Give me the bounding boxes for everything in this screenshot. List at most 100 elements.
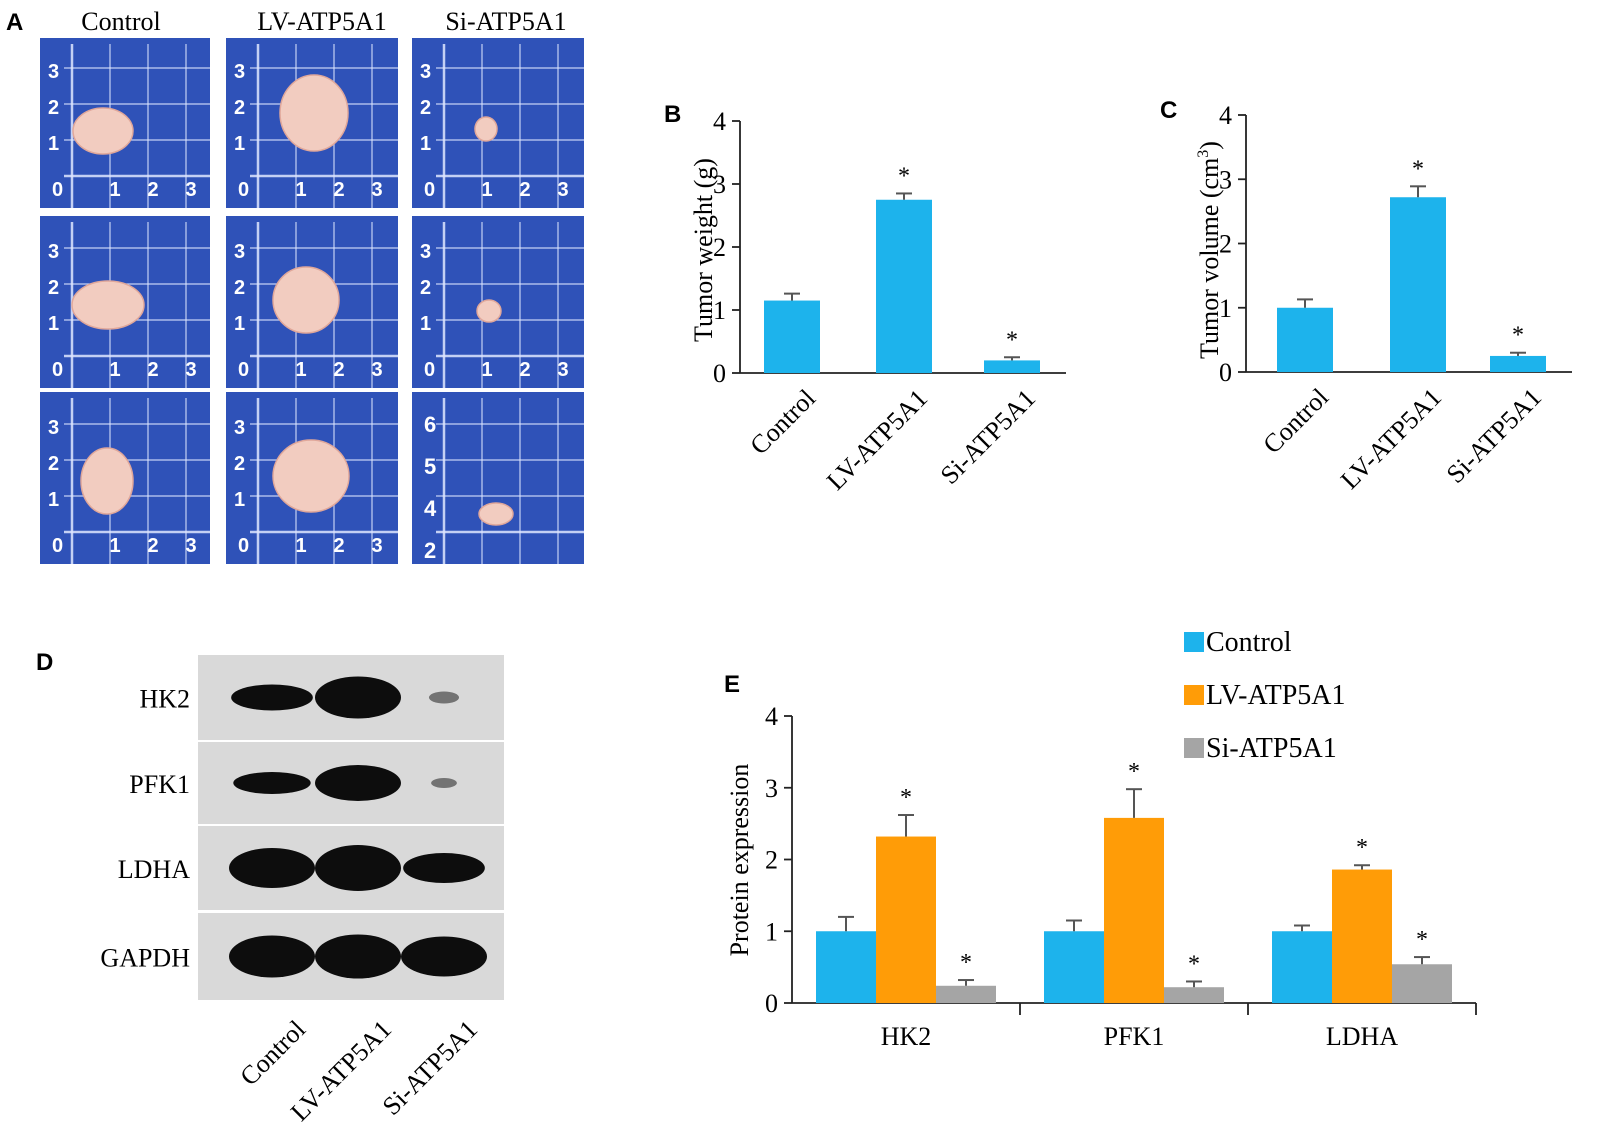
ruler-number: 1 [295,359,306,381]
protein-label: GAPDH [100,944,190,973]
tumor-photo: 0 1 1 2 2 3 3 [40,216,210,388]
ruler-number: 6 [424,412,436,437]
ruler-number: 1 [481,179,492,201]
ruler-number: 3 [420,61,431,83]
ruler-number: 1 [48,313,59,335]
ruler-number: 1 [295,535,306,557]
ruler-number: 2 [48,97,59,119]
ruler-number: 2 [333,535,344,557]
tumor-volume-chart: Tumor volume (cm3) 0 1 2 3 4 Control * LV-ATP5A… [1195,101,1572,495]
tumor [476,299,502,323]
tumor [478,502,514,526]
ruler-number: 3 [234,241,245,263]
protein-label: HK2 [139,685,190,714]
protein-band [315,676,401,719]
significance-marker: * [1512,323,1524,349]
bar [876,199,932,373]
ruler-number: 3 [371,535,382,557]
bar [936,985,996,1003]
ruler-number: 0 [238,179,249,201]
legend-label: Control [1206,627,1292,658]
y-tick-label: 0 [1219,358,1232,387]
ruler-number: 0 [52,535,63,557]
blot-strip [198,655,504,740]
ruler-number: 2 [420,97,431,119]
column-label-control: Control [81,7,160,36]
y-tick-label: 1 [1219,294,1232,323]
x-tick-label: LV-ATP5A1 [821,384,933,496]
ruler-number: 3 [48,61,59,83]
tumor [279,74,349,152]
tumor [272,439,350,513]
ruler-number: 1 [234,313,245,335]
y-tick-label: 4 [713,107,726,136]
ruler-number: 3 [234,61,245,83]
bar [1272,931,1332,1003]
significance-marker: * [1188,951,1200,977]
y-tick-label: 1 [765,917,778,946]
protein-band [401,936,487,977]
column-label-lv-atp5a1: LV-ATP5A1 [257,7,387,36]
panel-label-c: C [1160,97,1177,124]
ruler-number: 2 [147,179,158,201]
lane-label: Control [234,1015,311,1092]
x-tick-label: Si-ATP5A1 [935,384,1041,490]
legend-label: Si-ATP5A1 [1206,733,1337,764]
ruler-number: 2 [234,277,245,299]
bar [1104,817,1164,1003]
legend-swatch [1184,685,1204,705]
protein-band [231,684,313,711]
significance-marker: * [1416,927,1428,953]
x-tick-label: Si-ATP5A1 [1441,383,1547,489]
ruler-number: 2 [424,538,436,563]
bar [984,360,1040,373]
bar [1044,931,1104,1003]
x-tick-label: LV-ATP5A1 [1335,383,1447,495]
legend-label: LV-ATP5A1 [1206,680,1346,711]
bar [1332,869,1392,1003]
ruler-number: 3 [234,417,245,439]
y-tick-label: 2 [713,233,726,262]
significance-marker: * [1356,835,1368,861]
ruler-number: 1 [420,313,431,335]
tumor [474,116,498,142]
ruler-number: 1 [295,179,306,201]
x-tick-label: LDHA [1326,1022,1398,1051]
ruler-number: 3 [185,535,196,557]
y-tick-label: 2 [765,846,778,875]
ruler-number: 1 [234,489,245,511]
tumor-photo: 0 1 1 2 2 3 3 [412,38,584,208]
x-tick-label: Control [1257,383,1334,460]
y-tick-label: 3 [765,774,778,803]
y-tick-label: 3 [1219,165,1232,194]
western-blot: HK2PFK1LDHAGAPDHControlLV-ATP5A1Si-ATP5A… [100,655,504,1127]
ruler-number: 1 [481,359,492,381]
tumor-photo: 2 4 5 6 [412,392,584,564]
ruler-number: 2 [147,535,158,557]
ruler-number: 1 [109,535,120,557]
protein-band [233,772,311,794]
panel-label-b: B [664,101,681,128]
tumor-photo: 0 1 1 2 2 3 3 [412,216,584,388]
ruler-number: 3 [48,417,59,439]
ruler-number: 2 [333,359,344,381]
blot-strip [198,826,504,910]
ruler-number: 2 [234,453,245,475]
ruler-number: 1 [109,359,120,381]
bar [1392,964,1452,1003]
y-tick-label: 1 [713,296,726,325]
y-axis-label: Tumor weight (g) [689,158,718,342]
lane-label: Si-ATP5A1 [377,1015,483,1121]
x-tick-label: HK2 [881,1022,932,1051]
photo-board [412,392,584,564]
panel-label-a: A [6,9,23,36]
column-label-si-atp5a1: Si-ATP5A1 [445,7,566,36]
ruler-number: 3 [557,359,568,381]
ruler-number: 2 [420,277,431,299]
ruler-number: 3 [371,359,382,381]
y-tick-label: 4 [765,702,778,731]
protein-band [229,848,315,888]
tumor [272,266,340,334]
